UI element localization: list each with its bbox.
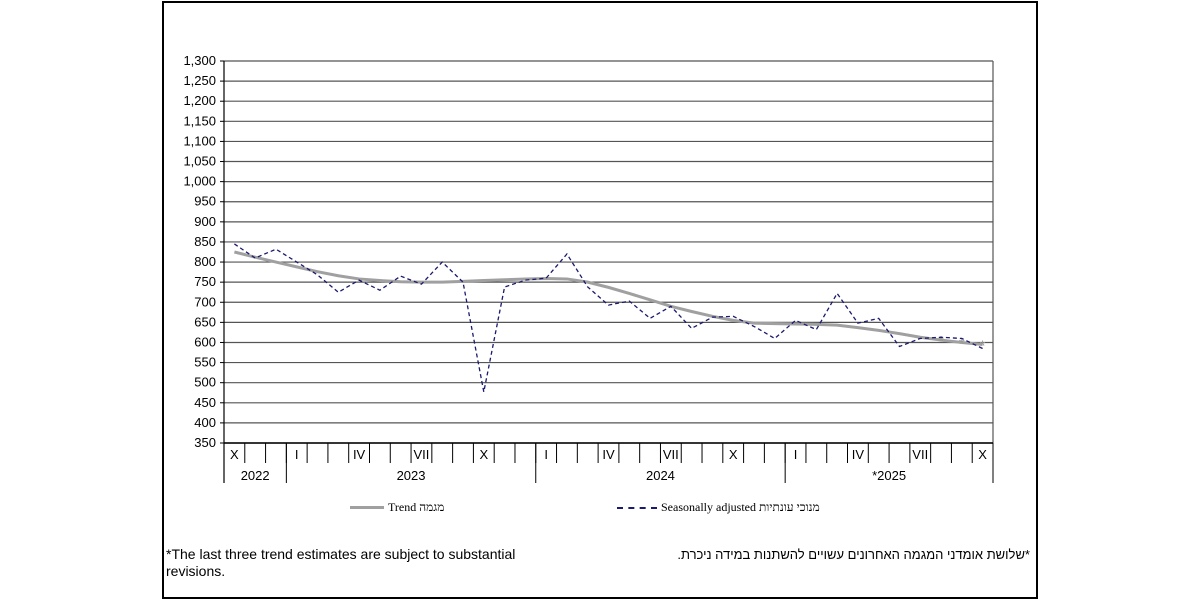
- month-label: I: [544, 447, 548, 462]
- legend-item-seasonally-adjusted: Seasonally adjusted מנוכי עונתיות: [617, 500, 820, 515]
- y-tick-label: 550: [194, 355, 216, 370]
- y-tick-label: 1,050: [183, 154, 216, 169]
- month-label: IV: [353, 447, 366, 462]
- y-tick-label: 350: [194, 435, 216, 450]
- chart-frame: [162, 1, 1038, 599]
- trend-legend-label: Trend מגמה: [388, 500, 445, 514]
- y-tick-label: 850: [194, 234, 216, 249]
- month-label: IV: [852, 447, 865, 462]
- sa-legend-label: Seasonally adjusted מנוכי עונתיות: [661, 500, 820, 514]
- y-tick-label: 950: [194, 194, 216, 209]
- year-label: 2023: [397, 468, 426, 483]
- seasonally-adjusted-line: [234, 243, 983, 393]
- y-tick-label: 900: [194, 214, 216, 229]
- year-label: 2024: [646, 468, 675, 483]
- y-tick-label: 1,200: [183, 93, 216, 108]
- y-tick-label: 800: [194, 254, 216, 269]
- month-label: X: [978, 447, 987, 462]
- footnote-english: *The last three trend estimates are subj…: [166, 546, 516, 579]
- month-label: VII: [912, 447, 928, 462]
- y-tick-label: 1,150: [183, 113, 216, 128]
- y-tick-label: 1,300: [183, 53, 216, 68]
- month-label: IV: [602, 447, 615, 462]
- y-tick-label: 1,100: [183, 133, 216, 148]
- trend-estimate-marker: *: [980, 337, 986, 354]
- trend-legend-swatch: [350, 506, 384, 509]
- trend-estimate-marker: *: [959, 335, 965, 352]
- y-tick-label: 600: [194, 334, 216, 349]
- y-tick-label: 700: [194, 294, 216, 309]
- year-label: 2022: [241, 468, 270, 483]
- y-tick-label: 1,000: [183, 174, 216, 189]
- month-label: X: [479, 447, 488, 462]
- y-tick-label: 1,250: [183, 73, 216, 88]
- legend-item-trend: Trend מגמה: [350, 500, 444, 515]
- month-label: X: [230, 447, 239, 462]
- y-tick-label: 400: [194, 415, 216, 430]
- month-label: VII: [663, 447, 679, 462]
- y-tick-label: 650: [194, 314, 216, 329]
- month-label: I: [794, 447, 798, 462]
- month-label: X: [729, 447, 738, 462]
- sa-legend-swatch: [617, 506, 657, 509]
- trend-estimate-marker: *: [938, 333, 944, 350]
- y-tick-label: 450: [194, 395, 216, 410]
- y-tick-label: 750: [194, 274, 216, 289]
- year-label: *2025: [872, 468, 906, 483]
- footnote-hebrew: *שלושת אומדני המגמה האחרונים עשויים להשת…: [677, 547, 1030, 562]
- y-tick-label: 500: [194, 375, 216, 390]
- month-label: VII: [413, 447, 429, 462]
- month-label: I: [295, 447, 299, 462]
- trend-line: [234, 250, 983, 346]
